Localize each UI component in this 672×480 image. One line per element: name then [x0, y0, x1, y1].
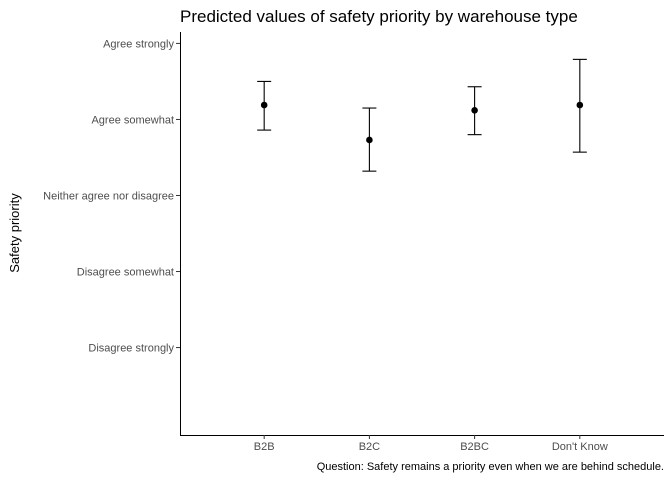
chart-title: Predicted values of safety priority by w… [180, 7, 578, 26]
y-tick-label: Disagree strongly [88, 343, 174, 355]
data-point [260, 101, 268, 109]
y-tick-label: Neither agree nor disagree [43, 190, 174, 202]
chart-caption: Question: Safety remains a priority even… [317, 461, 664, 473]
data-marks [257, 58, 587, 172]
data-point [471, 107, 478, 114]
y-tick-label: Agree somewhat [91, 114, 174, 126]
x-tick-label: B2C [359, 441, 380, 453]
y-tick-label: Agree strongly [103, 38, 174, 50]
x-axis-ticks: B2B B2C B2BC Don't Know [254, 435, 608, 453]
y-axis-ticks: Disagree strongly Disagree somewhat Neithe… [43, 38, 180, 355]
data-point [366, 136, 373, 144]
x-tick-label: B2B [254, 441, 275, 453]
x-tick-label: Don't Know [552, 441, 608, 453]
x-tick-label: B2BC [460, 441, 489, 453]
y-axis-title: Safety priority [7, 193, 22, 273]
data-point [576, 101, 584, 109]
y-tick-label: Disagree somewhat [77, 267, 174, 279]
